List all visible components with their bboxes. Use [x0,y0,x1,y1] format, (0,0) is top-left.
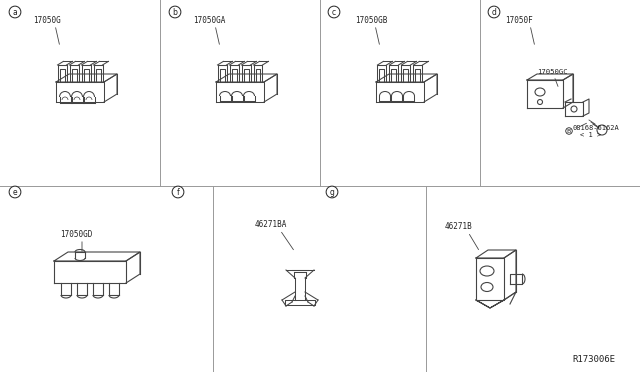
Text: b: b [173,7,177,16]
Text: f: f [177,187,179,196]
Text: < 1 >: < 1 > [580,132,601,138]
Text: g: g [330,187,335,196]
Text: 46271BA: 46271BA [255,220,287,229]
Text: d: d [492,7,497,16]
Text: 17050GD: 17050GD [60,230,92,239]
Text: 46271B: 46271B [445,222,473,231]
Text: c: c [332,7,336,16]
Text: a: a [13,7,17,16]
Text: 08168-6162A: 08168-6162A [573,125,620,131]
Text: R173006E: R173006E [572,355,615,364]
Text: 17050GA: 17050GA [193,16,225,25]
Text: B: B [567,128,571,134]
Text: 17050F: 17050F [505,16,532,25]
Text: 17050G: 17050G [33,16,61,25]
Text: 17050GC: 17050GC [537,69,568,75]
Text: 17050GB: 17050GB [355,16,387,25]
Text: e: e [13,187,17,196]
